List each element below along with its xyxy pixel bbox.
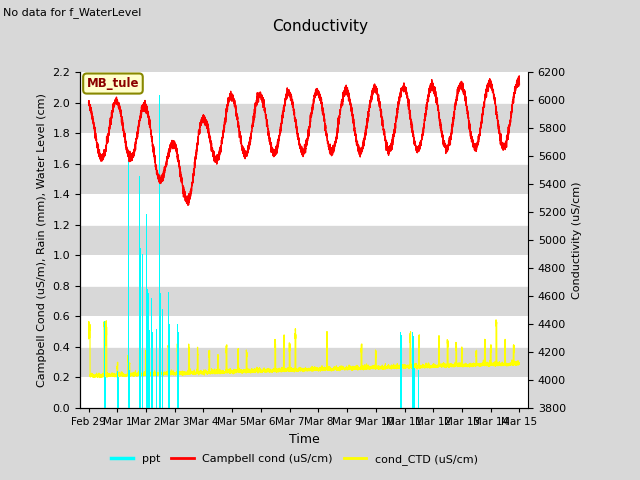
Bar xyxy=(80,316,528,347)
Bar xyxy=(159,95,161,408)
Bar xyxy=(414,368,415,408)
Bar xyxy=(152,332,153,408)
Bar xyxy=(104,321,105,408)
Text: Conductivity: Conductivity xyxy=(272,19,368,34)
Bar xyxy=(128,156,129,408)
Y-axis label: Conductivity (uS/cm): Conductivity (uS/cm) xyxy=(572,181,582,299)
Bar xyxy=(80,255,528,286)
Text: MB_tule: MB_tule xyxy=(87,77,140,90)
Bar xyxy=(118,377,119,408)
Legend: ppt, Campbell cond (uS/cm), cond_CTD (uS/cm): ppt, Campbell cond (uS/cm), cond_CTD (uS… xyxy=(106,450,483,469)
Bar xyxy=(150,298,152,408)
Bar xyxy=(148,293,149,408)
Bar xyxy=(80,347,528,377)
Bar xyxy=(400,332,401,408)
Bar xyxy=(141,254,143,408)
Bar xyxy=(169,324,170,408)
Bar xyxy=(147,289,148,408)
Bar xyxy=(401,335,402,408)
X-axis label: Time: Time xyxy=(289,432,319,445)
Bar xyxy=(80,194,528,225)
Bar xyxy=(80,103,528,133)
Bar xyxy=(178,332,179,408)
Y-axis label: Campbell Cond (uS/m), Rain (mm), Water Level (cm): Campbell Cond (uS/m), Rain (mm), Water L… xyxy=(37,93,47,387)
Bar xyxy=(80,133,528,164)
Bar xyxy=(418,370,419,408)
Bar xyxy=(413,336,414,408)
Bar xyxy=(80,164,528,194)
Bar xyxy=(412,332,413,408)
Bar xyxy=(80,377,528,408)
Bar xyxy=(80,72,528,103)
Bar xyxy=(156,329,157,408)
Bar xyxy=(149,330,150,408)
Bar xyxy=(140,248,141,408)
Text: No data for f_WaterLevel: No data for f_WaterLevel xyxy=(3,7,141,18)
Bar xyxy=(145,214,147,408)
Bar xyxy=(168,292,169,408)
Bar xyxy=(80,225,528,255)
Bar xyxy=(162,309,163,408)
Bar xyxy=(117,372,118,408)
Bar xyxy=(129,370,130,408)
Bar xyxy=(80,286,528,316)
